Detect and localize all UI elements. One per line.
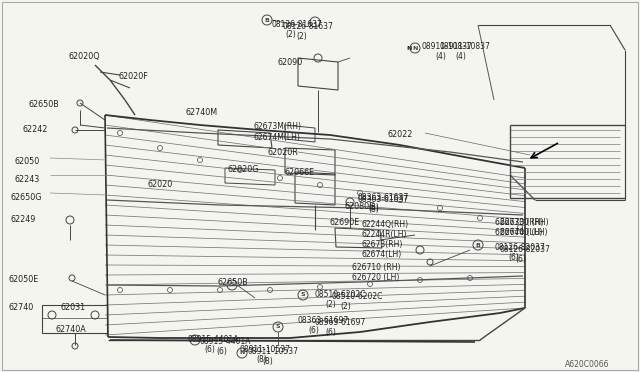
Text: 62243: 62243 [14, 175, 39, 184]
Text: (4): (4) [435, 52, 446, 61]
Text: 08126-81637: 08126-81637 [272, 20, 323, 29]
Text: 62650B: 62650B [218, 278, 249, 287]
Text: (8): (8) [256, 355, 267, 364]
Text: 626740 (LH): 626740 (LH) [495, 228, 543, 237]
Text: (2): (2) [340, 302, 351, 311]
Text: N: N [406, 46, 412, 51]
Text: 08363-61637: 08363-61637 [358, 193, 409, 202]
Text: 626740 (LH): 626740 (LH) [500, 228, 547, 237]
Text: 62020Q: 62020Q [68, 52, 100, 61]
Text: (2): (2) [285, 30, 296, 39]
Text: S: S [230, 282, 234, 288]
Text: 62673(RH): 62673(RH) [362, 240, 403, 249]
Text: 62674(LH): 62674(LH) [362, 250, 403, 259]
Text: 62242: 62242 [22, 125, 47, 134]
Text: 62673M(RH): 62673M(RH) [253, 122, 301, 131]
Text: (8): (8) [368, 203, 379, 212]
Text: 62650B: 62650B [28, 100, 59, 109]
Text: 62066E: 62066E [285, 168, 315, 177]
Text: 08911-10837: 08911-10837 [440, 42, 491, 51]
Text: S: S [276, 324, 280, 330]
Text: B: B [476, 243, 481, 247]
Text: 62020F: 62020F [118, 72, 148, 81]
Text: 62650G: 62650G [10, 193, 42, 202]
Text: 62080E: 62080E [345, 202, 375, 211]
Text: 62740M: 62740M [185, 108, 217, 117]
Text: 08915-4401A: 08915-4401A [188, 335, 239, 344]
Text: 626710 (RH): 626710 (RH) [352, 263, 401, 272]
Text: (6): (6) [325, 328, 336, 337]
Text: (6): (6) [515, 255, 526, 264]
Text: 62020G: 62020G [228, 165, 259, 174]
Text: 08126-82037: 08126-82037 [500, 245, 551, 254]
Text: 62090: 62090 [278, 58, 303, 67]
Text: 62740: 62740 [8, 303, 33, 312]
Text: 626730 (RH): 626730 (RH) [500, 218, 548, 227]
Text: 08126-82037: 08126-82037 [495, 243, 546, 252]
Text: 08911-10537: 08911-10537 [240, 345, 291, 354]
Text: A620C0066: A620C0066 [565, 360, 609, 369]
Text: N: N [412, 45, 418, 51]
Text: 626730 (RH): 626730 (RH) [495, 218, 543, 227]
Text: 08911-10837: 08911-10837 [422, 42, 473, 51]
Text: 08510-6202C: 08510-6202C [332, 292, 383, 301]
Text: 08510-6202C: 08510-6202C [315, 290, 366, 299]
Text: 08911-10537: 08911-10537 [248, 347, 299, 356]
Text: (4): (4) [455, 52, 466, 61]
Text: 08363-61637: 08363-61637 [358, 195, 409, 204]
Text: 08126-81637: 08126-81637 [283, 22, 334, 31]
Text: 62244Q(RH): 62244Q(RH) [362, 220, 409, 229]
Text: (2): (2) [325, 300, 336, 309]
Text: W: W [192, 337, 198, 343]
Text: 62740A: 62740A [55, 325, 86, 334]
Text: 62249: 62249 [10, 215, 35, 224]
Text: 62022: 62022 [388, 130, 413, 139]
Text: S: S [301, 292, 305, 298]
Text: (6): (6) [204, 345, 215, 354]
Text: 62031: 62031 [60, 303, 85, 312]
Text: 626720 (LH): 626720 (LH) [352, 273, 399, 282]
Text: 62244R(LH): 62244R(LH) [362, 230, 408, 239]
Text: 08363-61697: 08363-61697 [315, 318, 366, 327]
Text: (6): (6) [308, 326, 319, 335]
Text: 62674M(LH): 62674M(LH) [253, 133, 300, 142]
Text: (6): (6) [508, 253, 519, 262]
Text: N: N [239, 350, 244, 356]
Text: 62690E: 62690E [330, 218, 360, 227]
Text: 62020R: 62020R [268, 148, 299, 157]
Text: B: B [264, 17, 269, 22]
Text: (6): (6) [216, 347, 227, 356]
Text: (8): (8) [368, 205, 379, 214]
Text: (8): (8) [262, 357, 273, 366]
Text: 08915-4401A: 08915-4401A [200, 337, 252, 346]
Text: 62050: 62050 [14, 157, 39, 166]
Text: 62050E: 62050E [8, 275, 38, 284]
Text: (2): (2) [296, 32, 307, 41]
Text: 62020: 62020 [148, 180, 173, 189]
Text: 08363-61697: 08363-61697 [298, 316, 349, 325]
